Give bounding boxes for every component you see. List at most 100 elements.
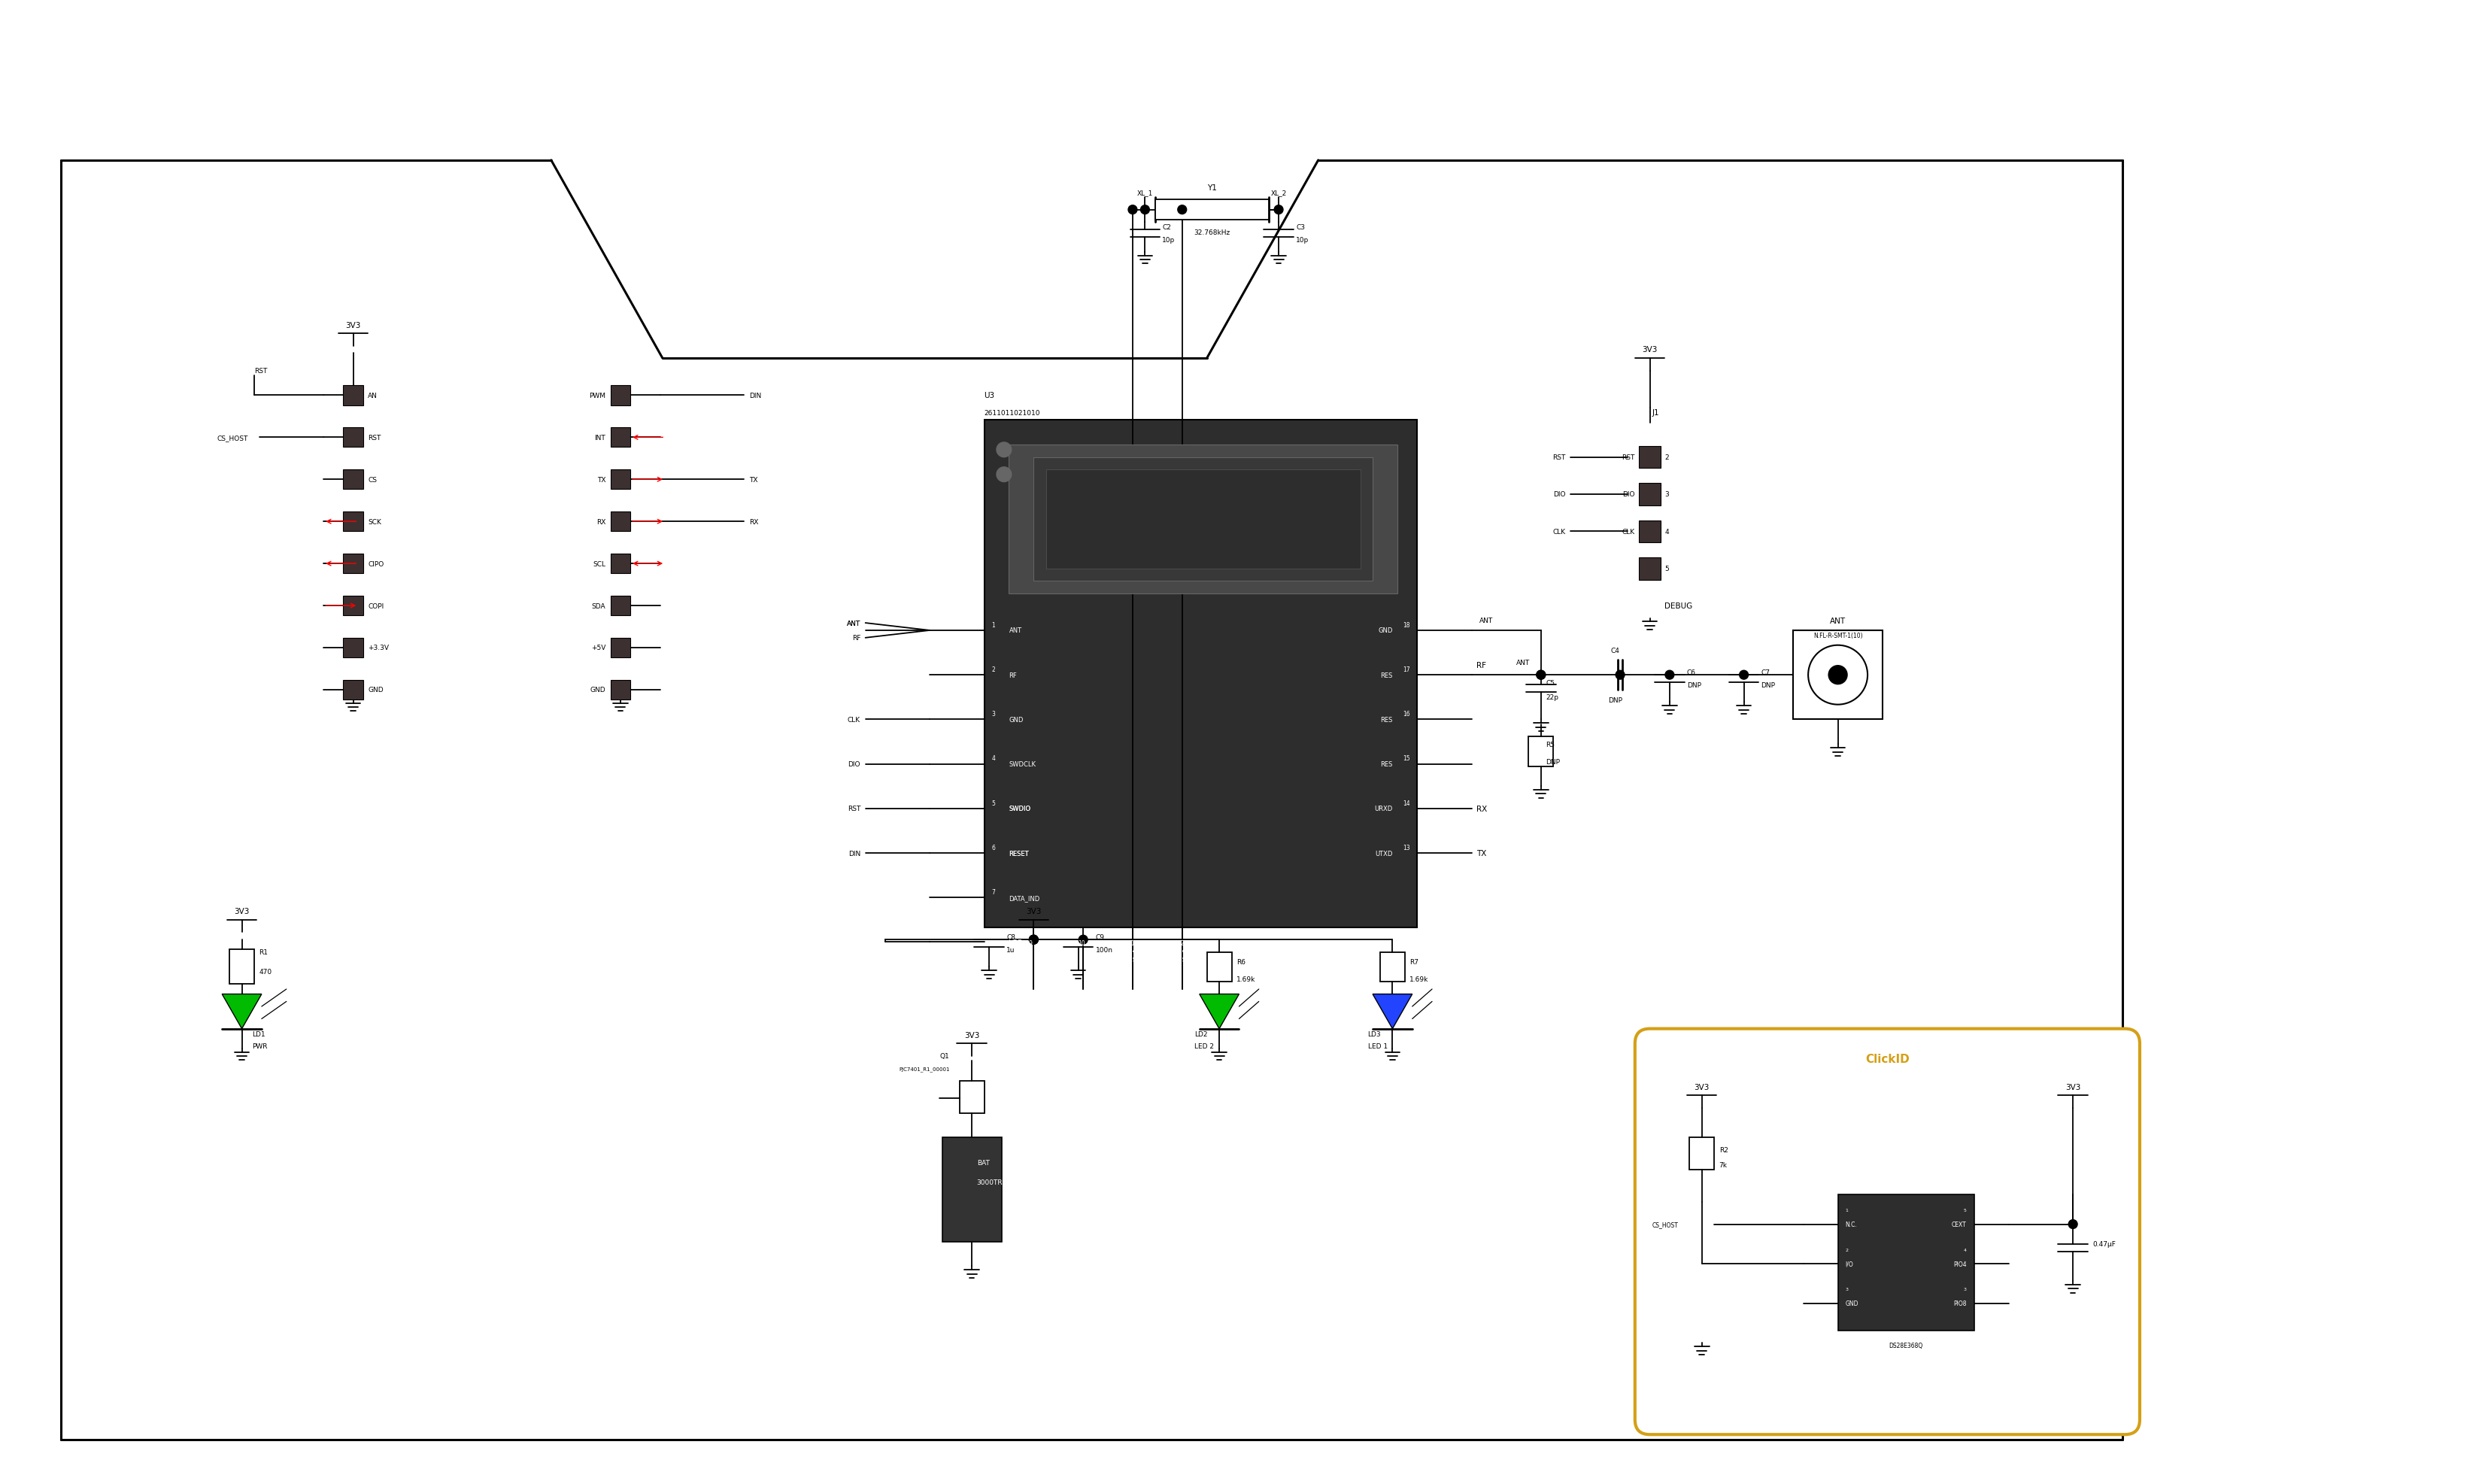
- Text: 1.69k: 1.69k: [1237, 976, 1256, 982]
- Text: 3: 3: [993, 711, 995, 717]
- Text: SDA: SDA: [592, 603, 605, 610]
- Text: LD1: LD1: [251, 1030, 266, 1037]
- Text: 2611011021010: 2611011021010: [985, 410, 1040, 417]
- Text: J1: J1: [1652, 410, 1659, 417]
- Text: RST: RST: [368, 435, 381, 441]
- Bar: [1689, 1138, 1714, 1169]
- Text: ANT: ANT: [1478, 617, 1493, 625]
- Circle shape: [1030, 935, 1037, 944]
- Text: 15: 15: [1403, 755, 1411, 761]
- Text: DATA_IND: DATA_IND: [1010, 895, 1040, 901]
- Text: RES: RES: [1381, 761, 1393, 767]
- Text: 2: 2: [993, 666, 995, 672]
- Text: R1: R1: [259, 948, 269, 956]
- Circle shape: [998, 467, 1013, 482]
- Text: 7: 7: [993, 889, 995, 895]
- Text: 1u: 1u: [1008, 947, 1015, 953]
- Text: 16: 16: [1403, 711, 1411, 717]
- Text: C5: C5: [1545, 680, 1555, 686]
- Text: CIPO: CIPO: [368, 561, 383, 567]
- Text: 2: 2: [1664, 454, 1669, 462]
- Text: Y1: Y1: [1207, 184, 1217, 191]
- Text: SCL: SCL: [592, 561, 605, 567]
- Text: 3: 3: [1664, 491, 1669, 499]
- Text: GND: GND: [368, 687, 383, 693]
- Text: PIO4: PIO4: [1953, 1260, 1966, 1267]
- Text: 12: 12: [1177, 939, 1184, 947]
- Text: N.C.: N.C.: [1846, 1221, 1856, 1227]
- Text: LD2: LD2: [1194, 1030, 1207, 1037]
- Bar: [1528, 738, 1553, 767]
- Text: 18: 18: [1403, 622, 1411, 628]
- Bar: [1640, 521, 1662, 543]
- Text: CLK: CLK: [1622, 528, 1635, 536]
- Text: C7: C7: [1762, 669, 1769, 677]
- Text: XL_1: XL_1: [1132, 947, 1140, 962]
- Bar: [343, 597, 363, 616]
- Bar: [229, 950, 254, 984]
- Text: 4: 4: [993, 755, 995, 761]
- Text: 3V3: 3V3: [1694, 1083, 1709, 1091]
- Text: SWDIO: SWDIO: [1010, 806, 1030, 812]
- Text: DIN: DIN: [848, 850, 861, 856]
- Circle shape: [1080, 935, 1087, 944]
- Bar: [343, 638, 363, 657]
- Text: 9: 9: [1028, 939, 1033, 947]
- Text: DS28E368Q: DS28E368Q: [1888, 1342, 1923, 1349]
- Circle shape: [1829, 665, 1849, 686]
- Bar: [1207, 953, 1232, 982]
- Text: PJC7401_R1_00001: PJC7401_R1_00001: [898, 1066, 950, 1071]
- Text: 3V3: 3V3: [2065, 1083, 2080, 1091]
- Text: DNP: DNP: [1607, 696, 1622, 703]
- Text: PWM: PWM: [590, 392, 605, 399]
- Text: BAT: BAT: [978, 1159, 990, 1166]
- Text: CLK: CLK: [1553, 528, 1565, 536]
- Text: RX: RX: [1475, 804, 1488, 813]
- Text: +5V: +5V: [592, 644, 605, 651]
- Circle shape: [1538, 671, 1545, 680]
- Text: 1: 1: [1846, 1208, 1849, 1212]
- Text: 5: 5: [1963, 1208, 1966, 1212]
- Circle shape: [998, 442, 1013, 457]
- Text: ClickID: ClickID: [1866, 1054, 1908, 1064]
- Text: 10p: 10p: [1162, 236, 1174, 243]
- Text: GND: GND: [1010, 717, 1023, 723]
- Text: 10p: 10p: [1296, 236, 1309, 243]
- Text: ANT: ANT: [1010, 628, 1023, 634]
- Polygon shape: [1199, 994, 1239, 1028]
- Text: U3: U3: [985, 392, 995, 399]
- Bar: [1154, 200, 1269, 220]
- Text: C2: C2: [1162, 224, 1172, 232]
- Text: R2: R2: [1719, 1147, 1729, 1153]
- Text: LED 2: LED 2: [1194, 1043, 1214, 1049]
- Text: 3: 3: [1963, 1287, 1966, 1291]
- Circle shape: [1615, 671, 1625, 680]
- Text: ANT: ANT: [1831, 617, 1846, 625]
- Text: CS_HOST: CS_HOST: [1652, 1221, 1679, 1227]
- Text: CEXT: CEXT: [1951, 1221, 1966, 1227]
- Text: LD3: LD3: [1368, 1030, 1381, 1037]
- Bar: [343, 386, 363, 405]
- Text: 1.69k: 1.69k: [1411, 976, 1428, 982]
- Text: 3V3: 3V3: [346, 322, 361, 329]
- Bar: [1794, 631, 1883, 720]
- Bar: [610, 597, 629, 616]
- Text: AN: AN: [368, 392, 378, 399]
- Text: C6: C6: [1687, 669, 1697, 677]
- Text: CLK: CLK: [848, 717, 861, 723]
- Text: DNP: DNP: [1762, 681, 1776, 689]
- Bar: [343, 427, 363, 448]
- Text: 4: 4: [1963, 1248, 1966, 1251]
- Text: TX: TX: [597, 476, 605, 484]
- Text: 7k: 7k: [1719, 1162, 1727, 1168]
- Text: PWR: PWR: [251, 1043, 266, 1049]
- Text: 470: 470: [259, 969, 271, 975]
- Text: GND: GND: [1846, 1300, 1859, 1307]
- Text: RES: RES: [1381, 717, 1393, 723]
- Text: RES: RES: [1381, 672, 1393, 678]
- Text: XL_1: XL_1: [1137, 190, 1152, 196]
- Text: SWDIO: SWDIO: [1010, 806, 1030, 812]
- Text: DIO: DIO: [1622, 491, 1635, 499]
- Bar: [610, 680, 629, 700]
- Text: ANT: ANT: [1515, 659, 1530, 666]
